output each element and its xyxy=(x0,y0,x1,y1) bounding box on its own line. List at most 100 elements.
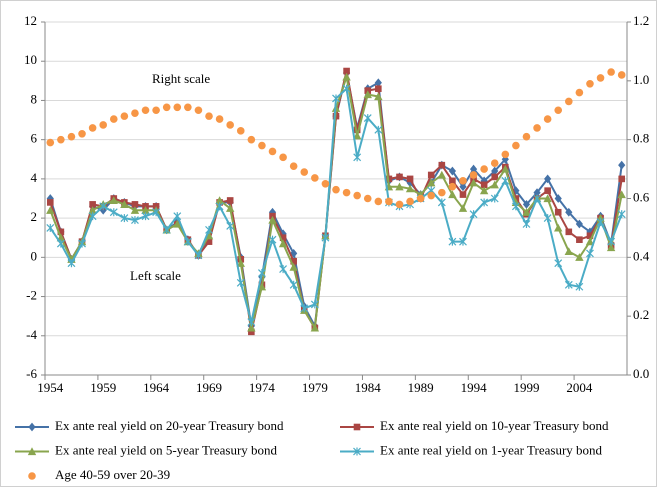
marker xyxy=(226,221,235,230)
marker xyxy=(501,150,510,159)
marker xyxy=(586,79,594,88)
x-tick-label: 1999 xyxy=(513,380,539,395)
marker xyxy=(607,68,615,76)
marker xyxy=(448,166,456,176)
marker xyxy=(56,239,65,248)
legend-entry: Ex ante real yield on 5-year Treasury bo… xyxy=(15,442,278,457)
marker xyxy=(215,115,224,123)
marker xyxy=(617,190,626,199)
marker xyxy=(226,197,234,204)
marker xyxy=(236,259,245,267)
annotation: Left scale xyxy=(130,268,181,283)
marker xyxy=(363,194,372,203)
marker xyxy=(141,212,150,221)
marker xyxy=(375,85,382,92)
marker xyxy=(363,90,372,99)
marker xyxy=(130,206,140,214)
marker xyxy=(89,201,96,208)
marker xyxy=(533,124,541,132)
marker xyxy=(279,153,287,162)
marker xyxy=(480,181,488,189)
marker xyxy=(131,109,139,117)
marker xyxy=(184,103,192,112)
y-tick-label: 0 xyxy=(31,248,38,263)
marker xyxy=(427,178,436,187)
marker xyxy=(236,127,245,135)
x-tick-label: 1954 xyxy=(37,380,64,395)
marker xyxy=(511,202,520,211)
marker xyxy=(46,138,55,147)
marker xyxy=(46,206,55,214)
marker xyxy=(469,171,478,179)
marker xyxy=(554,259,563,268)
marker xyxy=(120,200,129,208)
marker xyxy=(480,198,489,207)
marker xyxy=(438,161,446,169)
marker xyxy=(405,184,415,193)
marker xyxy=(248,328,255,336)
legend-entry: Ex ante real yield on 1-year Treasury bo… xyxy=(340,442,603,457)
x-tick-label: 1964 xyxy=(143,380,170,395)
marker xyxy=(194,106,203,115)
marker xyxy=(406,178,414,188)
marker xyxy=(120,112,129,120)
x-tick-label: 1974 xyxy=(249,380,276,395)
marker xyxy=(618,175,626,183)
marker xyxy=(459,237,467,246)
marker xyxy=(109,196,118,205)
marker xyxy=(437,198,446,207)
marker xyxy=(543,194,552,203)
marker xyxy=(268,215,277,224)
marker xyxy=(46,223,55,232)
marker xyxy=(554,106,563,115)
marker xyxy=(522,219,531,228)
x-tick-label: 1984 xyxy=(355,380,382,395)
marker xyxy=(78,129,86,138)
marker xyxy=(427,171,435,179)
marker xyxy=(300,168,309,176)
marker xyxy=(311,174,319,182)
marker xyxy=(268,147,277,156)
marker xyxy=(618,160,626,170)
marker xyxy=(543,115,552,123)
marker xyxy=(120,214,129,223)
marker xyxy=(332,185,340,194)
y2-tick-label: 0.8 xyxy=(633,131,649,146)
marker xyxy=(554,223,563,232)
marker xyxy=(565,97,573,106)
marker xyxy=(109,115,118,123)
marker xyxy=(437,170,447,179)
marker xyxy=(268,235,277,244)
marker xyxy=(522,199,531,209)
marker xyxy=(395,200,404,209)
marker xyxy=(342,188,351,197)
marker xyxy=(141,106,150,115)
marker xyxy=(67,259,76,268)
marker xyxy=(57,228,65,236)
y-tick-label: 10 xyxy=(24,52,37,67)
annotation: Right scale xyxy=(152,71,210,86)
marker xyxy=(88,206,97,214)
marker xyxy=(617,210,626,219)
marker xyxy=(46,199,54,206)
marker xyxy=(395,182,404,191)
marker xyxy=(88,124,97,132)
marker xyxy=(469,178,478,187)
marker xyxy=(406,197,414,206)
marker xyxy=(416,194,425,203)
marker xyxy=(310,300,319,309)
marker xyxy=(438,188,446,197)
marker xyxy=(321,179,330,188)
marker xyxy=(374,92,383,101)
marker xyxy=(522,132,531,141)
legend-label: Ex ante real yield on 20-year Treasury b… xyxy=(55,418,284,433)
marker xyxy=(152,208,161,217)
y-tick-label: 12 xyxy=(24,13,37,28)
y2-tick-label: 1.0 xyxy=(633,72,649,87)
marker xyxy=(576,236,583,243)
marker xyxy=(247,135,256,144)
x-tick-label: 1979 xyxy=(302,380,328,395)
marker xyxy=(67,132,76,141)
marker xyxy=(194,251,203,260)
marker xyxy=(257,282,267,291)
